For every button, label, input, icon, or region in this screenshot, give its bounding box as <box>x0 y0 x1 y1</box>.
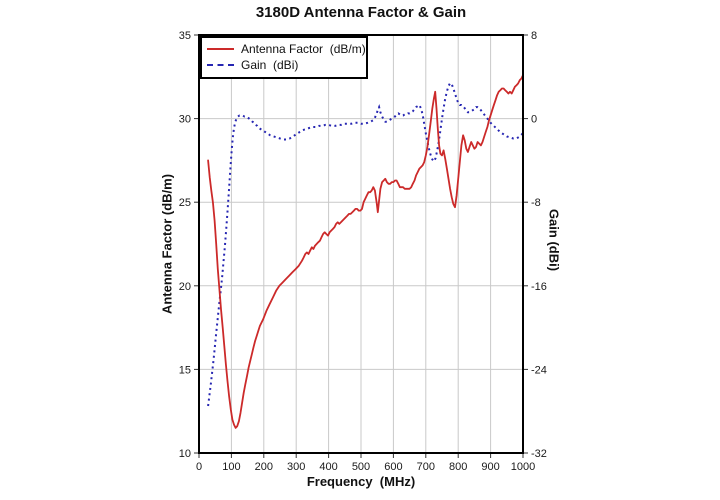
x-tick-label: 700 <box>417 461 435 473</box>
gain-line <box>207 81 524 407</box>
x-tick-label: 400 <box>319 461 337 473</box>
x-tick-label: 800 <box>449 461 467 473</box>
y-tick-label-left: 15 <box>179 364 191 376</box>
x-tick-label: 200 <box>255 461 273 473</box>
x-tick-label: 500 <box>352 461 370 473</box>
gain-line-swatch <box>207 64 234 66</box>
x-tick-label: 1000 <box>511 461 535 473</box>
legend: Antenna Factor (dB/m) Gain (dBi) <box>200 36 368 79</box>
x-tick-label: 300 <box>287 461 305 473</box>
y-tick-label-left: 10 <box>179 448 191 460</box>
y-tick-label-right: 0 <box>531 114 537 126</box>
y-tick-label-right: -16 <box>531 281 547 293</box>
antenna-factor-line <box>207 74 524 429</box>
x-tick-label: 0 <box>196 461 202 473</box>
y-tick-label-left: 20 <box>179 281 191 293</box>
x-tick-label: 100 <box>222 461 240 473</box>
y-tick-label-right: -24 <box>531 364 547 376</box>
y-tick-label-left: 35 <box>179 30 191 42</box>
y-tick-label-right: -8 <box>531 197 541 209</box>
x-axis-label: Frequency (MHz) <box>306 474 416 489</box>
legend-label: Gain (dBi) <box>241 57 299 72</box>
y-tick-label-left: 25 <box>179 197 191 209</box>
legend-item: Gain (dBi) <box>207 57 361 73</box>
x-tick-label: 600 <box>384 461 402 473</box>
plot-frame <box>198 34 524 454</box>
y-tick-label-right: -32 <box>531 448 547 460</box>
chart-title: 3180D Antenna Factor & Gain <box>255 4 467 21</box>
antenna-factor-line-swatch <box>207 48 234 50</box>
x-tick-label: 900 <box>481 461 499 473</box>
legend-label: Antenna Factor (dB/m) <box>241 41 366 56</box>
legend-item: Antenna Factor (dB/m) <box>207 41 366 57</box>
y-tick-label-right: 8 <box>531 30 537 42</box>
y-tick-label-left: 30 <box>179 114 191 126</box>
